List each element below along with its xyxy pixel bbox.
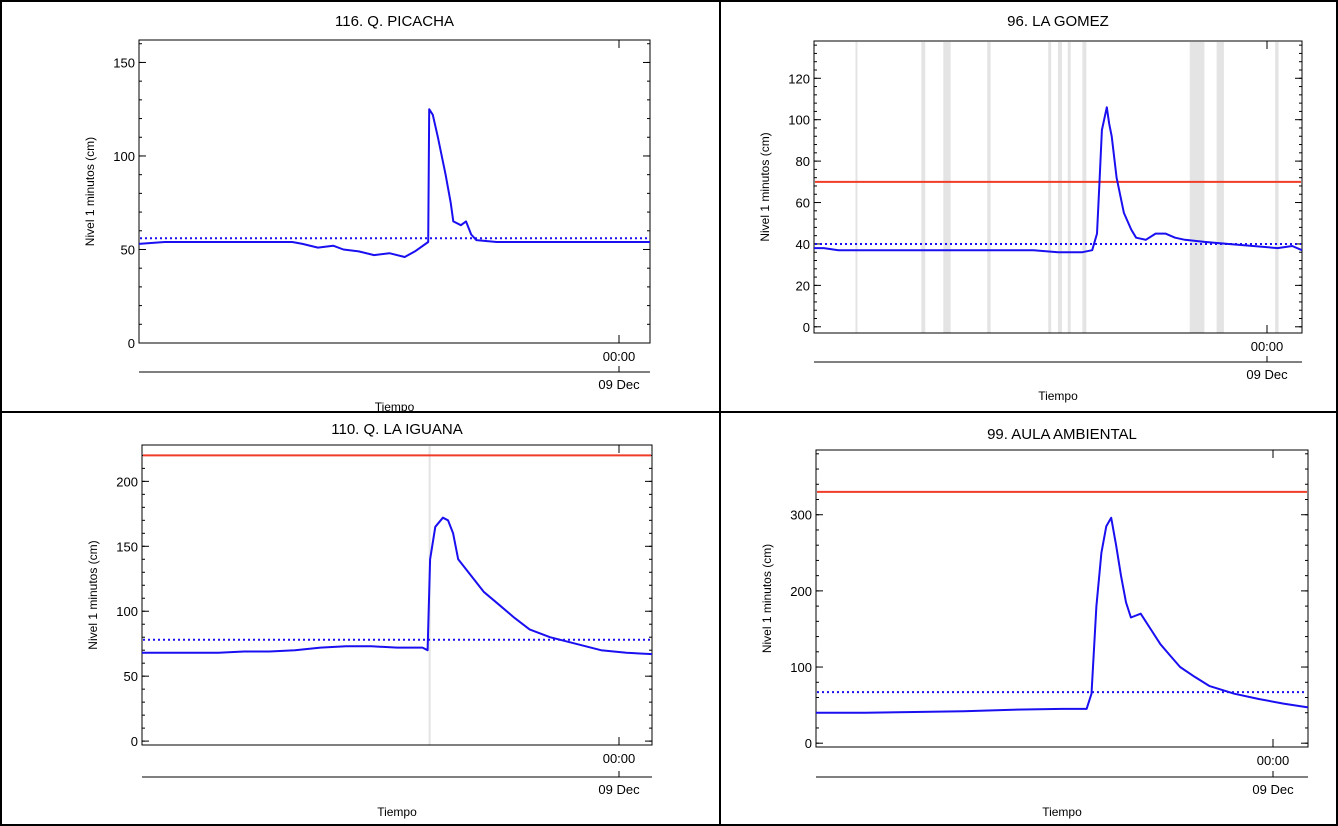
plot-frame bbox=[813, 40, 1303, 334]
y-tick-label: 0 bbox=[131, 734, 138, 749]
series-line bbox=[142, 516, 653, 656]
plot-frame bbox=[815, 449, 1309, 748]
y-tick-label: 50 bbox=[121, 242, 135, 257]
y-tick-label: 0 bbox=[805, 736, 812, 751]
y-tick-label: 100 bbox=[113, 149, 135, 164]
series-line bbox=[814, 106, 1303, 254]
missing-data-band bbox=[1275, 42, 1279, 333]
chart-title: 116. Q. PICACHA bbox=[335, 13, 454, 30]
missing-data-band bbox=[921, 42, 926, 333]
missing-data-band bbox=[987, 42, 991, 333]
panel-q-la-iguana: 110. Q. LA IGUANA 0 50 100 150 200 Nivel 1 min… bbox=[0, 411, 721, 826]
missing-data-band bbox=[1048, 42, 1052, 333]
missing-data-band bbox=[1058, 42, 1062, 333]
y-tick-label: 80 bbox=[796, 154, 810, 169]
missing-data-band bbox=[943, 42, 951, 333]
plot-frame bbox=[138, 39, 651, 344]
y-tick-label: 200 bbox=[116, 474, 138, 489]
x-tick-label: 00:00 bbox=[1257, 753, 1290, 768]
chart-q-la-iguana: 110. Q. LA IGUANA 0 50 100 150 200 Nivel 1 min… bbox=[86, 421, 653, 819]
y-tick-label: 20 bbox=[796, 278, 810, 293]
series-line bbox=[816, 516, 1309, 714]
y-tick-label: 150 bbox=[116, 539, 138, 554]
y-tick-label: 50 bbox=[124, 669, 138, 684]
panel-la-gomez: 96. LA GOMEZ 0 20 40 60 80 100 120 Nivel 1 minut… bbox=[719, 0, 1338, 413]
plot-frame bbox=[141, 444, 653, 746]
panel-aula-ambiental: 99. AULA AMBIENTAL 0 100 200 300 Nivel 1 minu… bbox=[719, 411, 1338, 826]
y-tick-label: 200 bbox=[790, 584, 812, 599]
chart-aula-ambiental: 99. AULA AMBIENTAL 0 100 200 300 Nivel 1 minu… bbox=[760, 426, 1309, 819]
y-tick-label: 100 bbox=[788, 113, 810, 128]
y-axis-label: Nivel 1 minutos (cm) bbox=[86, 540, 100, 649]
missing-data-band bbox=[1082, 42, 1087, 333]
x-tick-label: 00:00 bbox=[1251, 339, 1284, 354]
y-tick-label: 120 bbox=[788, 71, 810, 86]
missing-data-band bbox=[1067, 42, 1071, 333]
y-axis-label: Nivel 1 minutos (cm) bbox=[760, 544, 774, 653]
x-tick-label: 00:00 bbox=[603, 349, 636, 364]
chart-title: 96. LA GOMEZ bbox=[1007, 13, 1109, 30]
series-line bbox=[138, 108, 650, 258]
missing-data-band bbox=[1189, 42, 1205, 333]
chart-title: 110. Q. LA IGUANA bbox=[331, 421, 462, 438]
date-label: 09 Dec bbox=[1246, 367, 1288, 382]
date-label: 09 Dec bbox=[1252, 782, 1294, 797]
y-tick-label: 0 bbox=[803, 320, 810, 335]
chart-title: 99. AULA AMBIENTAL bbox=[987, 426, 1137, 443]
date-label: 09 Dec bbox=[598, 377, 640, 392]
y-tick-label: 0 bbox=[128, 336, 135, 351]
missing-data-band bbox=[855, 42, 858, 333]
x-axis-label: Tiempo bbox=[377, 805, 417, 819]
x-axis-label: Tiempo bbox=[1042, 805, 1082, 819]
y-tick-label: 60 bbox=[796, 196, 810, 211]
date-label: 09 Dec bbox=[598, 782, 640, 797]
x-axis-label: Tiempo bbox=[375, 400, 415, 411]
chart-q-picacha: 116. Q. PICACHA 0 50 100 150 Nivel 1 minutos … bbox=[83, 13, 651, 411]
y-axis-label: Nivel 1 minutos (cm) bbox=[83, 137, 97, 246]
y-tick-label: 40 bbox=[796, 237, 810, 252]
y-tick-label: 300 bbox=[790, 508, 812, 523]
y-axis-label: Nivel 1 minutos (cm) bbox=[758, 132, 772, 241]
y-tick-label: 150 bbox=[113, 55, 135, 70]
missing-data-band bbox=[1216, 42, 1224, 333]
x-tick-label: 00:00 bbox=[603, 751, 636, 766]
panel-q-picacha: 116. Q. PICACHA 0 50 100 150 Nivel 1 minutos … bbox=[0, 0, 721, 413]
y-tick-label: 100 bbox=[116, 604, 138, 619]
x-axis-label: Tiempo bbox=[1038, 389, 1078, 403]
chart-la-gomez: 96. LA GOMEZ 0 20 40 60 80 100 120 Nivel 1 minut… bbox=[758, 13, 1303, 403]
y-tick-label: 100 bbox=[790, 660, 812, 675]
